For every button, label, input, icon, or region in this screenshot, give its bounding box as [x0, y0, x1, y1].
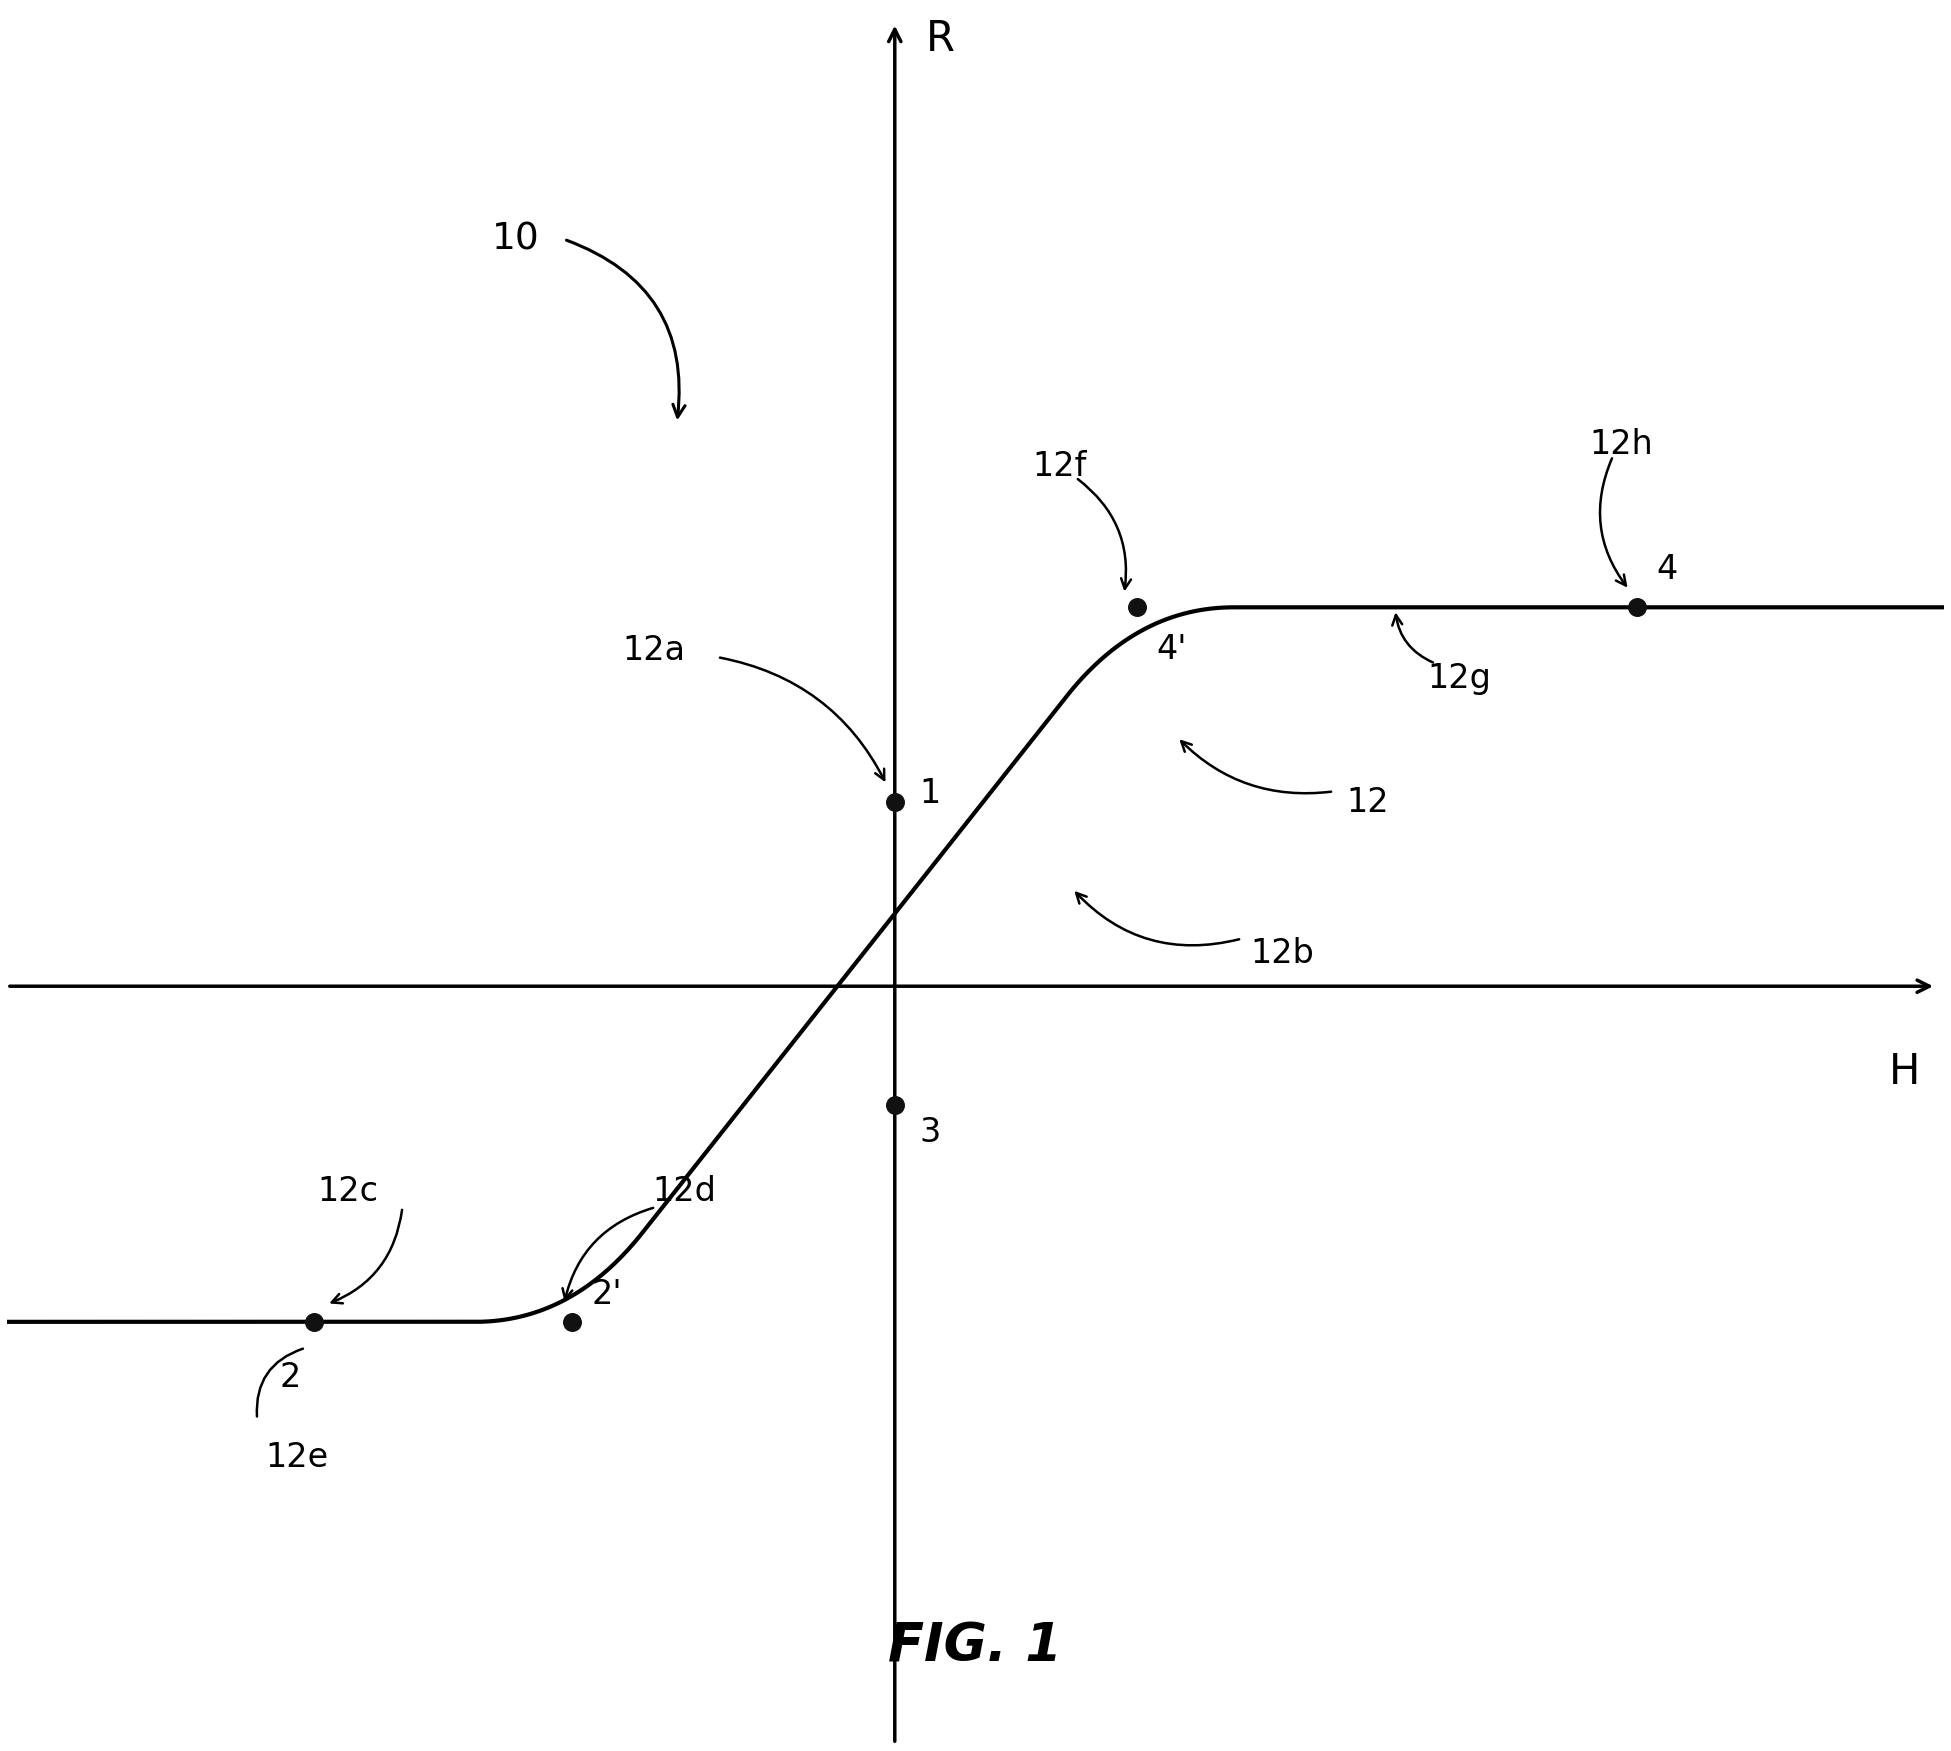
Text: 12h: 12h [1588, 429, 1652, 462]
Text: 3: 3 [919, 1115, 940, 1149]
Text: 4: 4 [1656, 553, 1678, 585]
Point [556, 1308, 587, 1336]
Text: FIG. 1: FIG. 1 [888, 1621, 1063, 1672]
Text: 10: 10 [492, 221, 540, 257]
Point [299, 1308, 330, 1336]
Text: 2: 2 [279, 1361, 300, 1394]
Text: H: H [1889, 1051, 1920, 1093]
Text: R: R [925, 18, 954, 60]
Text: 12d: 12d [654, 1175, 716, 1208]
Text: 12a: 12a [622, 634, 685, 667]
Text: 12: 12 [1346, 786, 1389, 819]
Text: 12b: 12b [1251, 937, 1313, 970]
Point [880, 1091, 911, 1119]
Text: 12e: 12e [265, 1441, 328, 1474]
Point [880, 788, 911, 816]
Text: 2': 2' [591, 1278, 622, 1311]
Point [1122, 594, 1153, 622]
Text: 12g: 12g [1428, 662, 1491, 695]
Point [1621, 594, 1652, 622]
Text: 12f: 12f [1032, 450, 1087, 483]
Text: 12c: 12c [318, 1175, 378, 1208]
Text: 4': 4' [1157, 634, 1186, 667]
Text: 1: 1 [919, 777, 940, 811]
